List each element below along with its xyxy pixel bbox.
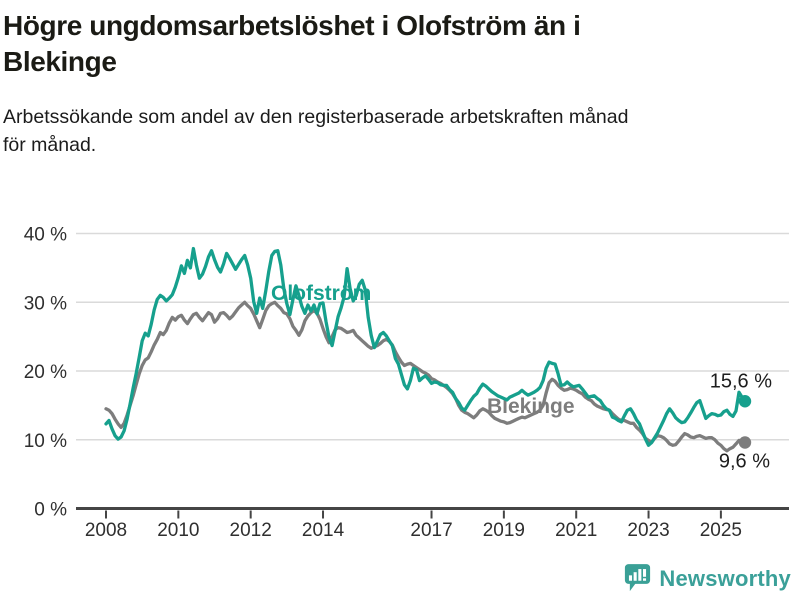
newsworthy-logo-text: Newsworthy [659,565,791,591]
blekinge-line [104,300,747,453]
header: Högre ungdomsarbetslöshet i Olofström än… [3,8,783,159]
speech-bubble-shape [625,564,651,592]
x-axis-label-2025: 2025 [700,520,742,541]
blekinge-end-dot [738,436,752,449]
chart-title: Högre ungdomsarbetslöshet i Olofström än… [3,8,783,81]
blekinge-series-label: Blekinge [487,395,575,418]
x-axis-label-2021: 2021 [555,520,597,541]
y-axis-label-0: 0 % [34,500,67,521]
exclamation-dot [643,578,647,581]
chart-subtitle-line1: Arbetssökande som andel av den registerb… [3,105,629,128]
exclamation-bar [643,569,647,577]
bar-chart-glyph [629,569,647,581]
x-axis-label-2012: 2012 [230,520,272,541]
blekinge-end-value-label: 9,6 % [719,451,770,473]
y-axis-label-10: 10 % [24,431,67,452]
olofstrm-line [104,246,747,447]
x-axis-label-2014: 2014 [302,520,345,541]
x-axis-label-2023: 2023 [627,520,669,541]
chart-subtitle-line2: för månad. [3,134,97,157]
y-axis-label-40: 40 % [24,225,67,246]
chart-title-line1: Högre ungdomsarbetslöshet i Olofström än… [3,10,581,41]
newsworthy-logo[interactable]: Newsworthy [624,563,791,594]
chart-title-line2: Blekinge [3,46,117,78]
newsworthy-logo-icon [625,564,651,592]
x-axis-label-2008: 2008 [85,520,127,541]
olofstrm-end-dot [738,395,752,408]
y-axis-label-20: 20 % [24,362,67,383]
y-axis-label-30: 30 % [24,293,67,314]
x-axis-label-2019: 2019 [483,520,525,541]
x-axis-label-2010: 2010 [157,520,199,541]
olofstrm-series-label: Olofström [271,282,371,305]
olofstrm-end-value-label: 15,6 % [710,370,772,392]
x-axis-label-2017: 2017 [410,520,452,541]
chart-subtitle: Arbetssökande som andel av den registerb… [3,103,783,160]
